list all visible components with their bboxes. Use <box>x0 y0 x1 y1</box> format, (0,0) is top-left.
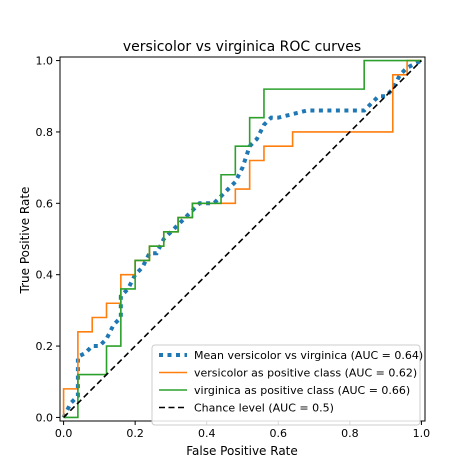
legend-label-0: Mean versicolor vs virginica (AUC = 0.64… <box>194 349 423 362</box>
y-tick-label: 0.2 <box>36 340 54 353</box>
series-line-3 <box>63 60 422 418</box>
x-tick-label: 0.4 <box>198 427 216 440</box>
x-tick-label: 0.0 <box>55 427 73 440</box>
series-line-2 <box>63 59 422 419</box>
legend-label-2: virginica as positive class (AUC = 0.66) <box>194 384 410 397</box>
x-tick-label: 0.8 <box>341 427 359 440</box>
series-layer <box>61 58 423 419</box>
y-tick-label: 1.0 <box>36 55 54 68</box>
y-tick-label: 0.8 <box>36 126 54 139</box>
legend: Mean versicolor vs virginica (AUC = 0.64… <box>151 344 423 426</box>
y-tick-label: 0.6 <box>36 197 54 210</box>
chart-title: versicolor vs virginica ROC curves <box>123 39 361 55</box>
x-tick-label: 0.6 <box>270 427 288 440</box>
x-tick-label: 1.0 <box>413 427 431 440</box>
axes-layer: 0.0 0.2 0.4 0.6 0.8 1.0 0.0 0.2 0.4 0.6 0.8 1.0 <box>36 55 431 440</box>
y-tick-label: 0.0 <box>36 411 54 424</box>
legend-frame <box>151 344 421 426</box>
legend-label-1: versicolor as positive class (AUC = 0.62… <box>194 367 417 380</box>
x-tick-label: 0.2 <box>126 427 144 440</box>
y-axis-label: True Positive Rate <box>18 187 32 295</box>
legend-label-3: Chance level (AUC = 0.5) <box>194 402 334 415</box>
y-tick-label: 0.4 <box>36 269 54 282</box>
x-axis-label: False Positive Rate <box>186 444 298 458</box>
